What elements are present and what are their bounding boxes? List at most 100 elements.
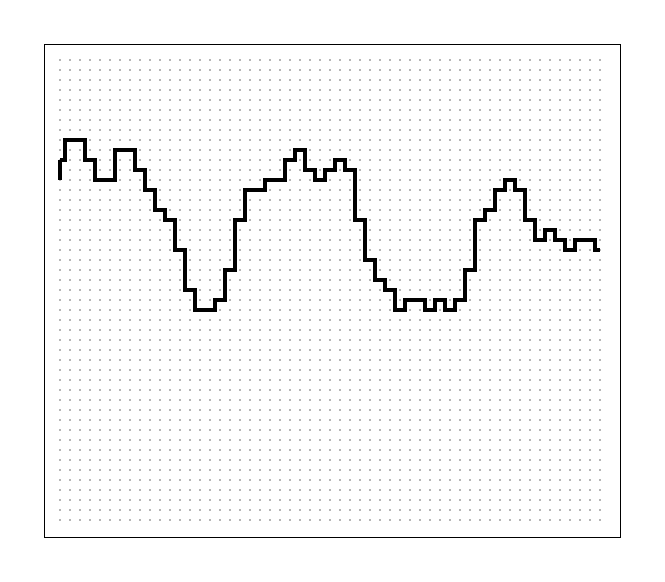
grid-dot (159, 429, 161, 431)
grid-dot (129, 509, 131, 511)
grid-dot (319, 359, 321, 361)
grid-dot (359, 459, 361, 461)
grid-dot (509, 459, 511, 461)
grid-dot (529, 59, 531, 61)
grid-dot (229, 209, 231, 211)
grid-dot (349, 399, 351, 401)
grid-dot (489, 439, 491, 441)
grid-dot (519, 249, 521, 251)
grid-dot (369, 439, 371, 441)
grid-dot (129, 79, 131, 81)
grid-dot (509, 79, 511, 81)
grid-dot (359, 439, 361, 441)
grid-dot (299, 79, 301, 81)
data-point-4 (98, 178, 102, 182)
grid-dot (189, 189, 191, 191)
grid-dot (359, 349, 361, 351)
grid-dot (479, 499, 481, 501)
grid-dot (599, 209, 601, 211)
grid-dot (479, 149, 481, 151)
grid-dot (79, 189, 81, 191)
grid-dot (379, 509, 381, 511)
grid-dot (219, 329, 221, 331)
grid-dot (519, 479, 521, 481)
grid-dot (149, 429, 151, 431)
grid-dot (479, 89, 481, 91)
grid-dot (309, 519, 311, 521)
grid-dot (369, 449, 371, 451)
grid-dot (489, 129, 491, 131)
grid-dot (369, 369, 371, 371)
grid-dot (529, 69, 531, 71)
grid-dot (89, 109, 91, 111)
grid-dot (289, 399, 291, 401)
grid-dot (89, 509, 91, 511)
grid-dot (509, 419, 511, 421)
grid-dot (549, 149, 551, 151)
grid-dot (269, 159, 271, 161)
grid-dot (269, 69, 271, 71)
grid-dot (469, 399, 471, 401)
grid-dot (99, 119, 101, 121)
grid-dot (559, 359, 561, 361)
grid-dot (289, 289, 291, 291)
grid-dot (469, 369, 471, 371)
grid-dot (149, 259, 151, 261)
grid-dot (489, 479, 491, 481)
grid-dot (289, 99, 291, 101)
data-point-15 (208, 308, 212, 312)
grid-dot (129, 169, 131, 171)
grid-dot (549, 499, 551, 501)
grid-dot (319, 509, 321, 511)
data-point-38 (438, 298, 442, 302)
grid-dot (479, 169, 481, 171)
grid-dot (239, 389, 241, 391)
grid-dot (79, 79, 81, 81)
grid-dot (299, 339, 301, 341)
grid-dot (579, 339, 581, 341)
grid-dot (339, 319, 341, 321)
grid-dot (359, 189, 361, 191)
data-point-37 (428, 308, 432, 312)
grid-dot (69, 169, 71, 171)
grid-dot (329, 249, 331, 251)
grid-dot (189, 379, 191, 381)
grid-dot (89, 299, 91, 301)
grid-dot (279, 109, 281, 111)
grid-dot (549, 469, 551, 471)
grid-dot (269, 479, 271, 481)
grid-dot (449, 229, 451, 231)
grid-dot (539, 199, 541, 201)
grid-dot (549, 459, 551, 461)
grid-dot (339, 409, 341, 411)
grid-dot (129, 289, 131, 291)
grid-dot (199, 489, 201, 491)
grid-dot (259, 129, 261, 131)
grid-dot (99, 379, 101, 381)
grid-dot (459, 169, 461, 171)
grid-dot (289, 119, 291, 121)
grid-dot (179, 349, 181, 351)
grid-dot (109, 149, 111, 151)
grid-dot (369, 459, 371, 461)
grid-dot (289, 279, 291, 281)
grid-dot (79, 129, 81, 131)
grid-dot (429, 369, 431, 371)
grid-dot (219, 439, 221, 441)
grid-dot (519, 259, 521, 261)
grid-dot (169, 199, 171, 201)
grid-dot (339, 329, 341, 331)
grid-dot (229, 299, 231, 301)
grid-dot (119, 289, 121, 291)
grid-dot (259, 209, 261, 211)
grid-dot (539, 159, 541, 161)
grid-dot (429, 469, 431, 471)
grid-dot (409, 279, 411, 281)
grid-dot (419, 459, 421, 461)
grid-dot (339, 169, 341, 171)
grid-dot (249, 499, 251, 501)
grid-dot (289, 69, 291, 71)
grid-dot (539, 229, 541, 231)
grid-dot (499, 329, 501, 331)
grid-dot (189, 399, 191, 401)
